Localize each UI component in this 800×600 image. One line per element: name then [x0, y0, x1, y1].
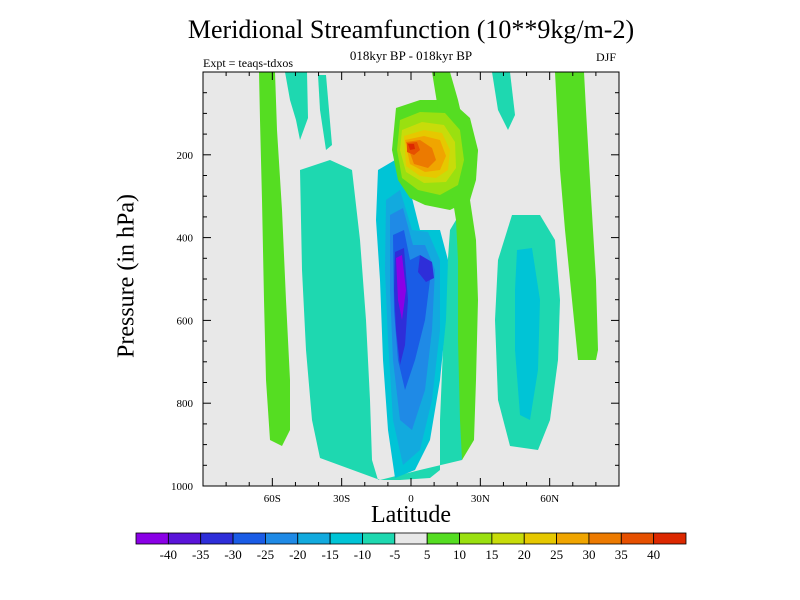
y-tick-label: 400 [177, 233, 194, 245]
colorbar-swatch [556, 532, 590, 545]
contour-negative-30b [418, 255, 434, 282]
contour-nh-negative-10 [515, 248, 540, 420]
chart-subtitle: 018kyr BP - 018kyr BP [349, 48, 473, 63]
colorbar-label: 20 [518, 547, 531, 562]
contour-nh-green-band-2 [565, 150, 590, 220]
chart-title: Meridional Streamfunction (10**9kg/m-2) [187, 15, 635, 44]
y-tick-label: 1000 [171, 481, 194, 493]
y-tick-label: 200 [177, 150, 194, 162]
contour-nh-negative [492, 72, 515, 130]
colorbar-label: -5 [389, 547, 400, 562]
contour-positive-5-column [432, 72, 478, 460]
colorbar-swatch [620, 532, 655, 545]
contour-negative-outer [300, 160, 472, 480]
experiment-label: Expt = teaqs-tdxos [203, 56, 294, 70]
colorbar-swatch [200, 532, 234, 545]
colorbar-swatch [297, 532, 331, 545]
colorbar-label: -30 [224, 547, 241, 562]
colorbar-label: 5 [424, 547, 431, 562]
colorbar-label: 30 [582, 547, 595, 562]
colorbar-swatch [362, 532, 396, 545]
colorbar-label: -40 [160, 547, 177, 562]
colorbar-swatch [329, 532, 363, 545]
colorbar-label: -25 [257, 547, 274, 562]
y-tick-label: 800 [177, 398, 194, 410]
colorbar-swatch [459, 532, 493, 545]
colorbar-swatch [167, 532, 202, 545]
contour-sh-weak-negative [318, 75, 332, 150]
x-axis-label: Latitude [371, 502, 451, 528]
colorbar-label: 40 [647, 547, 660, 562]
x-tick-label: 30N [471, 493, 490, 505]
contour-sh-green-band [259, 72, 290, 446]
colorbar-label: 10 [453, 547, 466, 562]
season-label: DJF [596, 50, 617, 64]
colorbar-label: 25 [550, 547, 563, 562]
x-tick-label: 30S [333, 493, 350, 505]
colorbar-label: -15 [321, 547, 338, 562]
x-tick-label: 60S [264, 493, 281, 505]
colorbar-swatch [426, 532, 460, 545]
colorbar-label: -10 [354, 547, 371, 562]
axes: 60S 30S 0 30N 60N 200 400 600 800 1000 [171, 72, 619, 505]
colorbar-swatch [265, 532, 299, 545]
colorbar-label: 35 [615, 547, 628, 562]
x-tick-label: 60N [540, 493, 559, 505]
y-tick-label: 600 [177, 315, 194, 327]
colorbar-swatch [491, 532, 525, 545]
colorbar-swatch [394, 532, 428, 545]
contour-fills [259, 72, 598, 480]
colorbar-label: 15 [485, 547, 498, 562]
contour-sh-teal-band [285, 72, 308, 140]
x-tick-label: 0 [408, 493, 414, 505]
colorbar-swatch [232, 532, 266, 545]
colorbar: -40 -35 -30 -25 -20 -15 -10 -5 5 10 15 20 25 30 35 40 [135, 532, 687, 562]
contour-negative-40 [396, 255, 406, 320]
colorbar-swatch [588, 532, 622, 545]
colorbar-swatch [653, 532, 687, 545]
colorbar-swatch [523, 532, 557, 545]
contour-positive-max [408, 144, 415, 150]
colorbar-label: -20 [289, 547, 306, 562]
colorbar-swatch [135, 532, 169, 545]
colorbar-label: -35 [192, 547, 209, 562]
